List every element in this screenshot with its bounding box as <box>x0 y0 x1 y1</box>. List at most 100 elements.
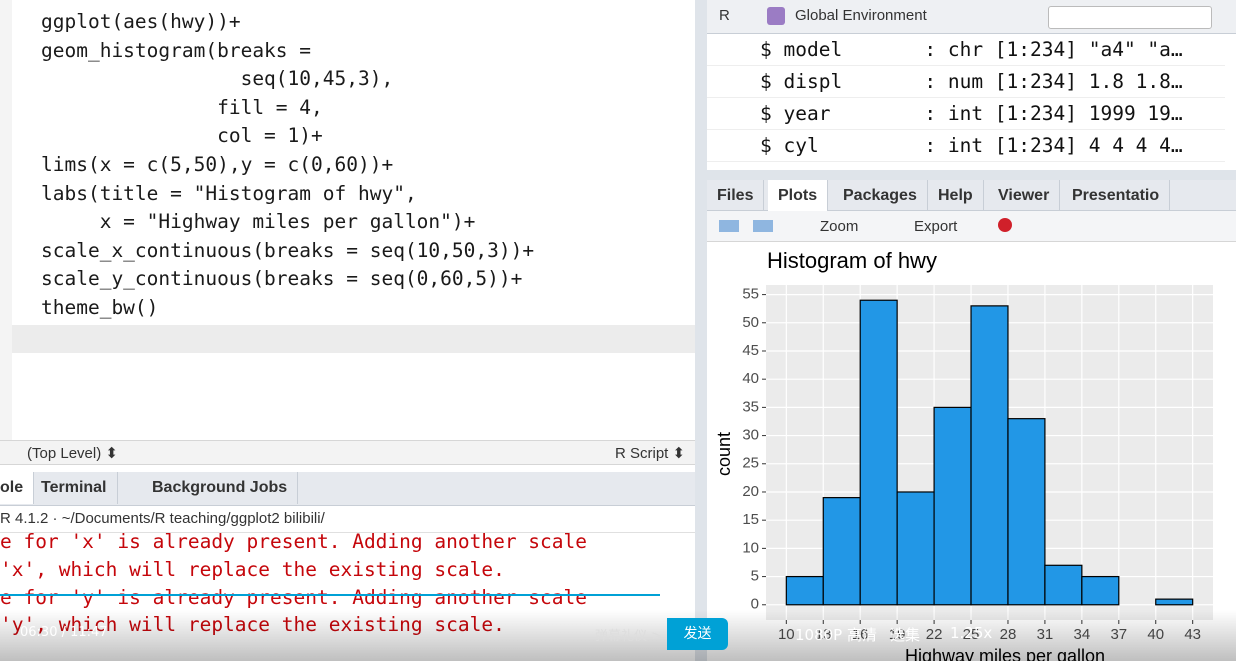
bar <box>1007 418 1046 606</box>
tab[interactable]: Plots <box>768 180 829 212</box>
console-line: e for 'x' is already present. Adding ano… <box>0 530 587 553</box>
console-line: 'x', which will replace the existing sca… <box>0 557 505 581</box>
y-tick-label: 20 <box>742 483 759 500</box>
x-tick-label: 37 <box>1110 626 1127 643</box>
y-tick-label: 25 <box>742 455 759 472</box>
y-tick-label: 10 <box>742 539 759 556</box>
x-tick-label: 19 <box>889 626 906 643</box>
y-tick-label: 0 <box>751 596 759 613</box>
env-toolbar: R Global Environment <box>707 0 1236 34</box>
episodes[interactable]: 选集 <box>890 626 921 644</box>
env-row: $ cyl : int [1:234] 4 4 4 4… <box>707 130 1225 162</box>
divider <box>695 0 707 661</box>
plots-toolbar: Zoom Export <box>707 211 1236 242</box>
bar <box>1155 598 1194 606</box>
console-line: e for 'y' is already present. Adding ano… <box>0 585 587 609</box>
x-tick-label: 10 <box>778 626 795 643</box>
console-path: R 4.1.2 · ~/Documents/R teaching/ggplot2… <box>0 510 325 527</box>
speed[interactable]: 1.25x <box>950 624 993 642</box>
tab[interactable]: Background Jobs <box>142 472 299 504</box>
code-line: scale_y_continuous(breaks = seq(0,60,5))… <box>41 267 523 291</box>
console-path-bar: R 4.1.2 · ~/Documents/R teaching/ggplot2… <box>0 506 695 533</box>
code-line: seq(10,45,3), <box>41 67 394 91</box>
bar <box>896 491 935 606</box>
x-tick-label: 28 <box>1000 626 1017 643</box>
env-rows: $ model : chr [1:234] "a4" "a… $ displ : … <box>707 34 1225 170</box>
bar <box>822 497 861 606</box>
send-button[interactable]: 发送 <box>667 618 728 650</box>
y-tick-label: 40 <box>742 370 759 387</box>
env-icon <box>767 7 785 25</box>
bar <box>970 305 1009 606</box>
x-tick-label: 25 <box>963 626 980 643</box>
zoom-button[interactable]: Zoom <box>820 218 859 235</box>
y-tick-label: 50 <box>742 314 759 331</box>
tab[interactable]: Help <box>928 180 984 212</box>
console-line: 'y', which will replace the existing sca… <box>0 613 695 641</box>
code-line: col = 1)+ <box>41 124 323 148</box>
tab[interactable]: ole <box>0 472 35 504</box>
y-tick-label: 15 <box>742 511 759 528</box>
y-tick-label: 5 <box>751 568 759 585</box>
x-tick-label: 22 <box>926 626 943 643</box>
divider <box>707 170 1236 180</box>
player-overlay: 06:30 / 11:47 弹幕礼仪 > 发送 1080P 高清 选集 1.25… <box>0 610 1236 661</box>
code-line: theme_bw() <box>41 295 159 319</box>
env-row: $ model : chr [1:234] "a4" "a… <box>707 34 1225 66</box>
file-type[interactable]: R Script ⬍ <box>615 445 686 462</box>
back-button[interactable] <box>719 220 739 232</box>
bar <box>1044 564 1083 606</box>
code: ggplot(aes(hwy))+ geom_histogram(breaks =… <box>41 10 534 325</box>
code-line: ggplot(aes(hwy))+ <box>41 10 241 33</box>
x-tick-label: 40 <box>1147 626 1164 643</box>
forward-button[interactable] <box>753 220 773 232</box>
progress-bar[interactable] <box>0 594 660 596</box>
y-tick-label: 30 <box>742 427 759 444</box>
chart-title: Histogram of hwy <box>767 248 937 273</box>
y-axis-label: count <box>714 432 734 476</box>
editor: ggplot(aes(hwy))+ geom_histogram(breaks =… <box>0 0 695 440</box>
current-line <box>12 325 695 353</box>
bar <box>785 575 824 606</box>
etiquette[interactable]: 弹幕礼仪 > <box>595 629 663 644</box>
x-axis-label: Highway miles per gallon <box>905 646 1105 661</box>
editor-status: (Top Level) ⬍ R Script ⬍ <box>0 440 695 465</box>
code-line: scale_x_continuous(breaks = seq(10,50,3)… <box>41 238 535 262</box>
x-tick-label: 34 <box>1074 626 1091 643</box>
console-tabs: ole Terminal Background Jobs <box>0 472 695 506</box>
tab[interactable]: Packages <box>833 180 928 212</box>
x-tick-label: 16 <box>852 626 869 643</box>
language[interactable]: R <box>719 7 730 24</box>
env-row: $ year : int [1:234] 1999 19… <box>707 98 1225 130</box>
y-tick-label: 45 <box>742 342 759 359</box>
code-line: fill = 4, <box>41 95 323 119</box>
code-line: geom_histogram(breaks = <box>41 38 312 62</box>
x-tick-label: 31 <box>1037 626 1054 643</box>
code-line: x = "Highway miles per gallon")+ <box>41 210 476 234</box>
chart: Histogram of hwy Highway miles per gallo… <box>707 242 1236 661</box>
quality[interactable]: 1080P 高清 <box>795 626 877 644</box>
y-tick-label: 35 <box>742 398 759 415</box>
export-button[interactable]: Export <box>914 218 958 235</box>
search[interactable] <box>1048 6 1212 29</box>
x-tick-label: 43 <box>1184 626 1201 643</box>
scope[interactable]: (Top Level) ⬍ <box>27 445 118 462</box>
code-line: labs(title = "Histogram of hwy", <box>41 181 417 205</box>
console: e for 'x' is already present. Adding ano… <box>0 530 695 661</box>
bar <box>859 299 898 606</box>
y-tick-label: 55 <box>742 286 759 303</box>
remove-button[interactable] <box>998 218 1012 232</box>
env-row: $ displ : num [1:234] 1.8 1.8… <box>707 66 1225 98</box>
tab[interactable]: Presentatio <box>1062 180 1171 212</box>
scope[interactable]: Global Environment <box>795 7 927 24</box>
x-tick-label: 13 <box>815 626 832 643</box>
tab[interactable]: Terminal <box>31 472 118 504</box>
code-line: lims(x = c(5,50),y = c(0,60))+ <box>41 152 394 176</box>
plots-tabs: Files Plots Packages Help Viewer Present… <box>707 180 1236 212</box>
gutter <box>0 0 12 440</box>
time: 06:30 / 11:47 <box>20 625 108 640</box>
bar <box>1081 575 1120 606</box>
tab[interactable]: Viewer <box>988 180 1061 212</box>
tab[interactable]: Files <box>707 180 765 212</box>
